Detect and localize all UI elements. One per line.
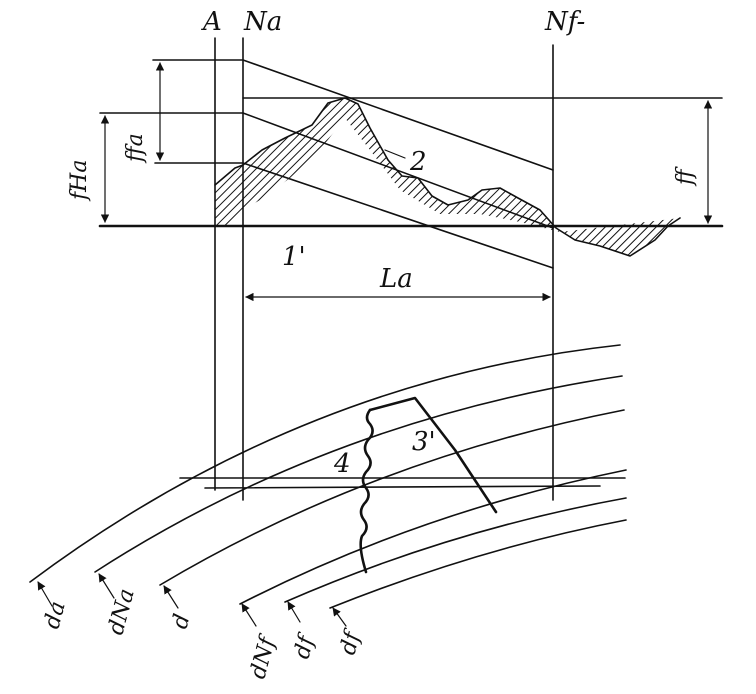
label-dNf: dNf — [246, 631, 282, 681]
incline-top — [242, 59, 554, 171]
arrow-dNf — [241, 603, 257, 627]
label-df-right: df — [336, 626, 367, 658]
label-La: La — [379, 264, 413, 294]
arc-dNa — [94, 375, 623, 573]
wavy-line-4 — [359, 408, 374, 574]
label-Na: Na — [243, 7, 282, 37]
hline-lower-2 — [204, 485, 601, 489]
label-da: da — [40, 599, 71, 632]
arc-df2 — [329, 519, 627, 609]
label-2: 2 — [409, 147, 427, 177]
arrow-df2 — [332, 607, 347, 627]
label-1-prime: 1' — [282, 242, 306, 272]
arrow-df1 — [287, 601, 301, 623]
arc-da — [29, 344, 621, 583]
label-fHa: fHa — [67, 160, 92, 202]
label-3-prime: 3' — [412, 427, 436, 457]
incline-low — [242, 162, 554, 269]
actual-profile-hatch — [215, 98, 680, 256]
label-ff: ff — [673, 166, 698, 187]
leader-2 — [384, 149, 406, 159]
label-df-left: df — [290, 630, 321, 662]
label-d: d — [168, 611, 196, 631]
label-A: A — [201, 7, 222, 37]
label-Nf: Nf- — [544, 7, 585, 37]
arrow-dNa — [98, 573, 115, 599]
arc-dNf — [239, 469, 627, 605]
label-4: 4 — [333, 449, 351, 479]
tooth-profile-3 — [368, 396, 498, 514]
arrow-da — [37, 581, 53, 607]
arc-df1 — [284, 497, 627, 603]
arrow-d — [163, 585, 179, 609]
label-ffa: ffa — [123, 133, 148, 164]
actual-profile-line — [214, 97, 681, 257]
label-dNa: dNa — [104, 586, 140, 637]
arc-d — [159, 409, 625, 586]
